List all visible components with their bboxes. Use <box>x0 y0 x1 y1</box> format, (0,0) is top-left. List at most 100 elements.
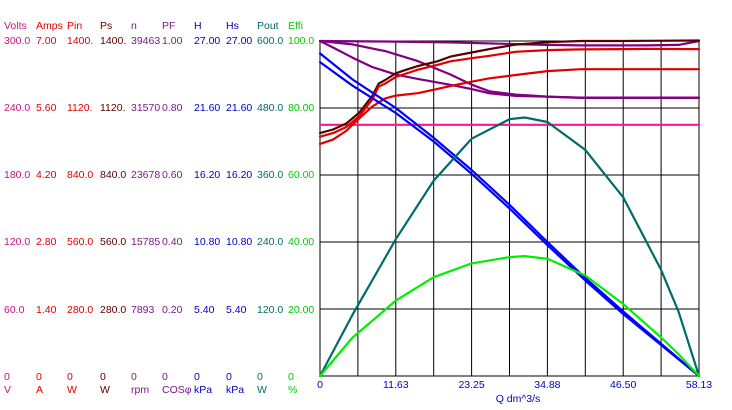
axis-unit-amps: A <box>36 384 43 396</box>
series-line-pf-3 <box>318 39 701 100</box>
axis-name-n: n <box>131 20 137 32</box>
axis-tick-volts: 240.0 <box>4 102 30 114</box>
axis-tick-h: 0 <box>194 371 200 383</box>
axis-unit-ps: W <box>100 384 110 396</box>
axis-tick-hs: 10.80 <box>226 236 252 248</box>
axis-tick-ps: 840.0 <box>100 169 126 181</box>
axis-unit-h: kPa <box>194 384 212 396</box>
axis-tick-pout: 360.0 <box>257 169 283 181</box>
axis-tick-h: 5.40 <box>194 304 215 316</box>
axis-tick-n: 15785 <box>131 236 160 248</box>
axis-name-pf: PF <box>162 20 175 32</box>
series-line-n-1 <box>318 39 701 47</box>
x-axis: 0 11.63 23.25 34.88 46.50 58.13 Q dm^3/s <box>317 379 712 405</box>
series-line-pout-9 <box>318 116 701 378</box>
series-line-ps-4 <box>318 39 701 135</box>
axis-tick-ps: 280.0 <box>100 304 126 316</box>
axis-tick-volts: 300.0 <box>4 35 30 47</box>
series-line-hs-8 <box>318 60 701 378</box>
axis-unit-hs: kPa <box>226 384 244 396</box>
axis-tick-n: 39463 <box>131 35 160 47</box>
axis-tick-hs: 21.60 <box>226 102 252 114</box>
axis-tick-hs: 5.40 <box>226 304 247 316</box>
axis-tick-pout: 480.0 <box>257 102 283 114</box>
axis-tick-hs: 16.20 <box>226 169 252 181</box>
axis-tick-n: 31570 <box>131 102 160 114</box>
axis-tick-ps: 1400. <box>100 35 126 47</box>
axis-tick-pf: 0.40 <box>162 236 183 248</box>
axis-name-effi: Effi <box>288 20 303 32</box>
x-tick-label: 11.63 <box>383 379 409 391</box>
data-series <box>318 39 701 378</box>
axis-tick-ps: 0 <box>100 371 106 383</box>
x-tick-label: 58.13 <box>686 379 712 391</box>
axis-tick-amps: 4.20 <box>36 169 57 181</box>
axis-tick-n: 0 <box>131 371 137 383</box>
axis-tick-pin: 840.0 <box>67 169 93 181</box>
axis-tick-amps: 5.60 <box>36 102 57 114</box>
axis-tick-volts: 60.0 <box>4 304 25 316</box>
axis-tick-effi: 40.00 <box>288 236 314 248</box>
axis-tick-volts: 120.0 <box>4 236 30 248</box>
axis-tick-pin: 0 <box>67 371 73 383</box>
axis-tick-pout: 600.0 <box>257 35 283 47</box>
axis-name-volts: Volts <box>4 20 27 32</box>
axis-tick-pf: 1.00 <box>162 35 183 47</box>
axis-unit-pout: W <box>257 384 267 396</box>
axis-name-amps: Amps <box>36 20 63 32</box>
x-tick-label: 23.25 <box>458 379 484 391</box>
axis-tick-hs: 27.00 <box>226 35 252 47</box>
axis-tick-pf: 0.80 <box>162 102 183 114</box>
axis-tick-n: 7893 <box>131 304 155 316</box>
axis-unit-n: rpm <box>131 384 149 396</box>
axis-tick-effi: 60.00 <box>288 169 314 181</box>
axis-name-hs: Hs <box>226 20 239 32</box>
axis-tick-amps: 2.80 <box>36 236 57 248</box>
x-tick-label: 0 <box>317 379 323 391</box>
axis-tick-n: 23678 <box>131 169 160 181</box>
axis-tick-h: 16.20 <box>194 169 220 181</box>
x-tick-label: 34.88 <box>534 379 560 391</box>
series-line-amps-6 <box>318 68 701 145</box>
axis-tick-pout: 0 <box>257 371 263 383</box>
axis-tick-h: 21.60 <box>194 102 220 114</box>
axis-tick-amps: 7.00 <box>36 35 57 47</box>
series-line-h-7 <box>318 52 701 378</box>
axis-unit-effi: % <box>288 384 297 396</box>
axis-tick-ps: 560.0 <box>100 236 126 248</box>
axis-tick-effi: 100.0 <box>288 35 314 47</box>
axis-name-h: H <box>194 20 202 32</box>
axis-tick-pin: 1120. <box>67 102 93 114</box>
axis-tick-effi: 20.00 <box>288 304 314 316</box>
axis-tick-amps: 1.40 <box>36 304 57 316</box>
axis-unit-pin: W <box>67 384 77 396</box>
x-axis-label: Q dm^3/s <box>496 393 541 405</box>
axis-name-ps: Ps <box>100 20 112 32</box>
axis-tick-pin: 1400. <box>67 35 93 47</box>
axis-tick-pout: 240.0 <box>257 236 283 248</box>
axis-tick-pf: 0 <box>162 371 168 383</box>
axis-tick-pout: 120.0 <box>257 304 283 316</box>
axis-tick-pin: 560.0 <box>67 236 93 248</box>
axis-tick-pf: 0.60 <box>162 169 183 181</box>
left-axis-labels: Volts300.0240.0180.0120.060.00VAmps7.005… <box>4 20 314 396</box>
x-tick-label: 46.50 <box>610 379 636 391</box>
axis-tick-volts: 180.0 <box>4 169 30 181</box>
axis-tick-hs: 0 <box>226 371 232 383</box>
series-line-effi-10 <box>318 255 701 378</box>
axis-unit-pf: COSφ <box>162 384 192 396</box>
axis-tick-effi: 0 <box>288 371 294 383</box>
axis-tick-h: 10.80 <box>194 236 220 248</box>
axis-tick-pin: 280.0 <box>67 304 93 316</box>
axis-tick-amps: 0 <box>36 371 42 383</box>
axis-tick-volts: 0 <box>4 371 10 383</box>
axis-name-pout: Pout <box>257 20 279 32</box>
axis-tick-ps: 1120. <box>100 102 126 114</box>
axis-tick-pf: 0.20 <box>162 304 183 316</box>
axis-tick-h: 27.00 <box>194 35 220 47</box>
axis-tick-effi: 80.00 <box>288 102 314 114</box>
axis-name-pin: Pin <box>67 20 82 32</box>
axis-unit-volts: V <box>4 384 11 396</box>
series-line-pin-5 <box>318 47 701 138</box>
